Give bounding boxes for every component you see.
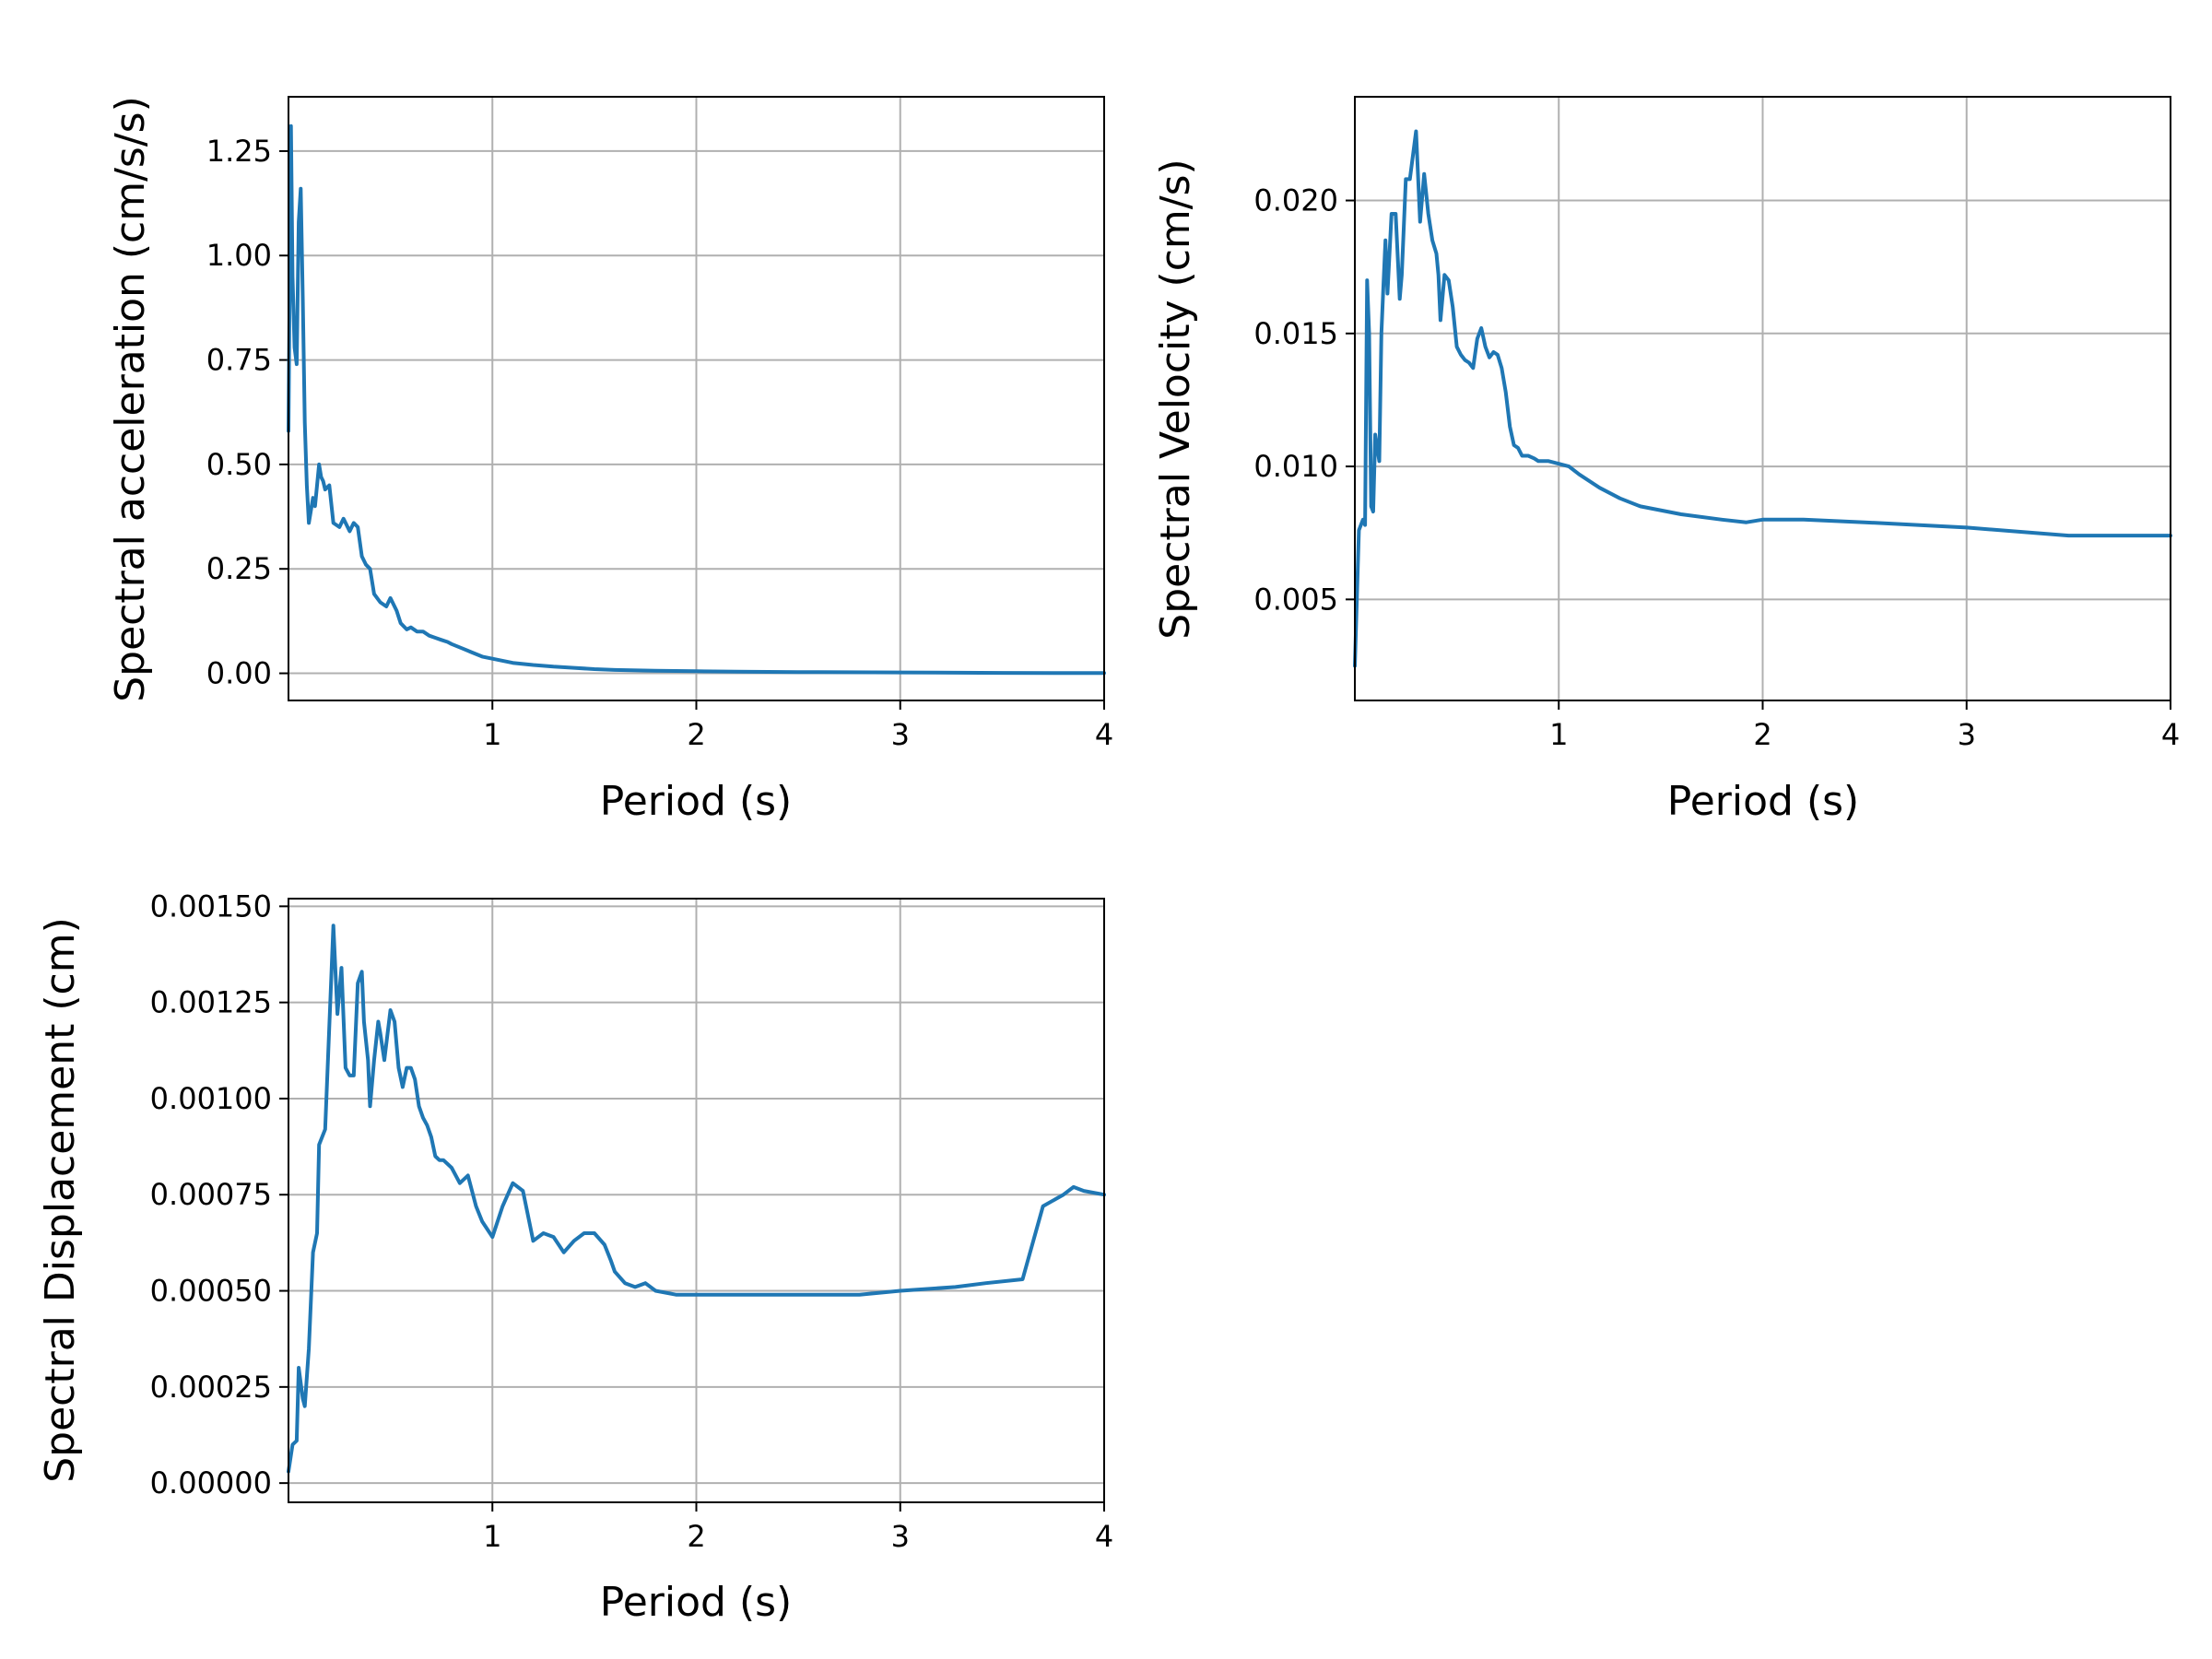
- displacement-ytick-label: 0.00075: [150, 1177, 272, 1212]
- displacement-ytick-label: 0.00125: [150, 985, 272, 1020]
- velocity-xtick-label: 4: [2161, 717, 2180, 752]
- acceleration-ticks: 1 2 3 4 0.00 0.25 0.50 0.75 1.00 1.25: [206, 134, 1113, 752]
- displacement-axes-frame: [288, 898, 1105, 1503]
- acceleration-xtick-label: 3: [891, 717, 910, 752]
- velocity-ytick-label: 0.005: [1253, 582, 1338, 617]
- velocity-ytick-label: 0.015: [1253, 316, 1338, 351]
- panel-velocity: Spectral Velocity (cm/s) Period (s) 1 2 3 4…: [1152, 96, 2180, 825]
- velocity-ytick-label: 0.010: [1253, 449, 1338, 484]
- acceleration-xlabel: Period (s): [600, 778, 792, 825]
- velocity-ytick-label: 0.020: [1253, 183, 1338, 218]
- panel-acceleration: Spectral acceleration (cm/s/s) Period (s…: [107, 96, 1113, 825]
- displacement-xlabel: Period (s): [600, 1579, 792, 1626]
- acceleration-xtick-label: 1: [483, 717, 501, 752]
- velocity-xtick-label: 2: [1753, 717, 1771, 752]
- displacement-ytick-label: 0.00000: [150, 1465, 272, 1500]
- displacement-grid: [288, 899, 1105, 1502]
- velocity-axes-frame: [1354, 96, 2171, 701]
- velocity-xtick-label: 1: [1549, 717, 1568, 752]
- displacement-xtick-label: 1: [483, 1519, 501, 1554]
- displacement-ytick-label: 0.00150: [150, 888, 272, 924]
- acceleration-ytick-label: 1.00: [206, 238, 272, 273]
- acceleration-ytick-label: 0.25: [206, 551, 272, 586]
- displacement-xtick-label: 2: [687, 1519, 705, 1554]
- displacement-series-line: [287, 924, 1106, 1474]
- displacement-xtick-label: 3: [891, 1519, 910, 1554]
- displacement-ytick-label: 0.00025: [150, 1370, 272, 1405]
- displacement-xtick-label: 4: [1095, 1519, 1113, 1554]
- velocity-ticks: 1 2 3 4 0.005 0.010 0.015 0.020: [1253, 183, 2180, 752]
- velocity-ylabel: Spectral Velocity (cm/s): [1152, 159, 1199, 639]
- displacement-ytick-label: 0.00100: [150, 1081, 272, 1116]
- acceleration-ytick-label: 0.50: [206, 447, 272, 482]
- acceleration-ytick-label: 0.75: [206, 343, 272, 378]
- acceleration-ytick-label: 1.25: [206, 134, 272, 169]
- velocity-series-line: [1353, 129, 2172, 668]
- velocity-grid: [1355, 97, 2171, 700]
- displacement-ytick-label: 0.00050: [150, 1274, 272, 1309]
- displacement-ylabel: Spectral Displacement (cm): [37, 917, 84, 1483]
- acceleration-ylabel: Spectral acceleration (cm/s/s): [107, 96, 154, 702]
- velocity-xlabel: Period (s): [1667, 778, 1859, 825]
- acceleration-xtick-label: 2: [687, 717, 705, 752]
- panel-displacement: Spectral Displacement (cm) Period (s) 1 2…: [37, 888, 1113, 1626]
- acceleration-series-line: [287, 124, 1106, 676]
- acceleration-xtick-label: 4: [1095, 717, 1113, 752]
- acceleration-ytick-label: 0.00: [206, 656, 272, 691]
- acceleration-axes-frame: [288, 96, 1105, 701]
- displacement-ticks: 1 2 3 4 0.00000 0.00025 0.00050 0.00075 0.00100 0…: [150, 888, 1114, 1554]
- velocity-xtick-label: 3: [1958, 717, 1976, 752]
